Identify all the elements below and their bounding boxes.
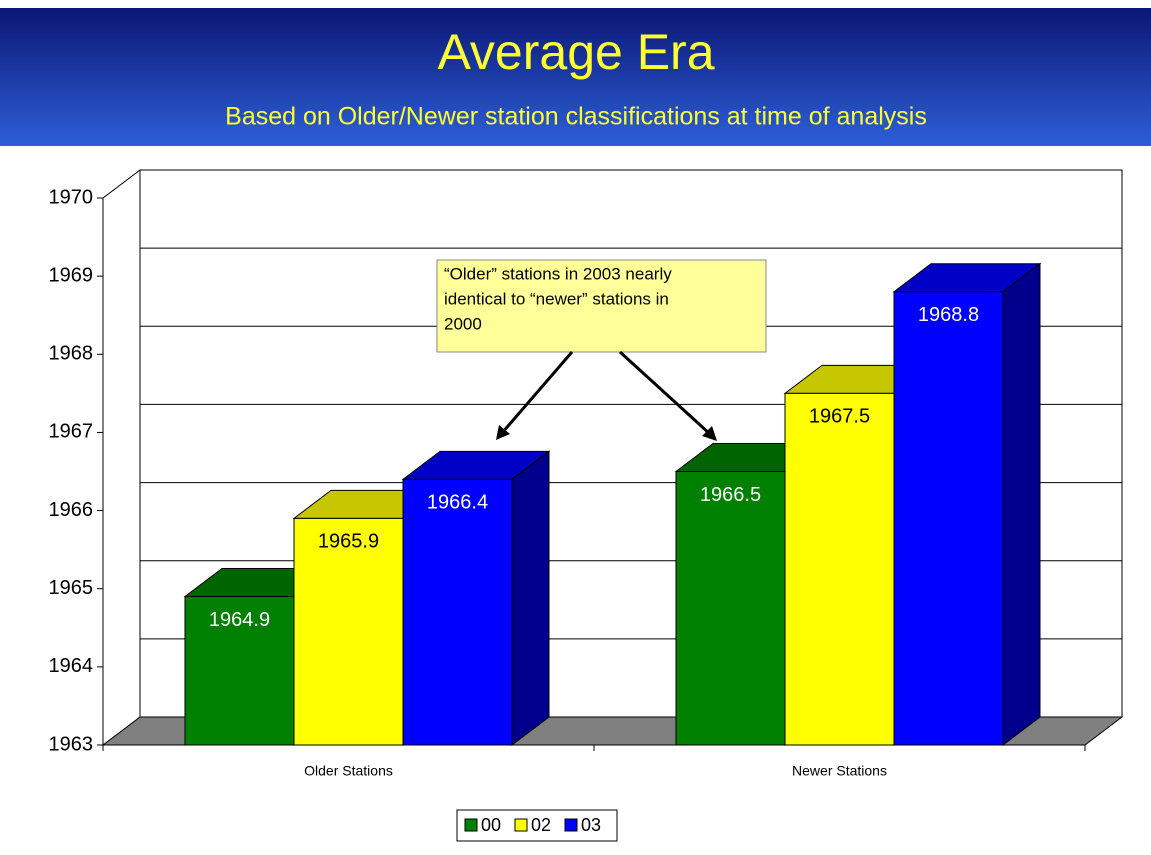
annotation-text: 2000 [444,314,482,333]
y-tick-label: 1964 [49,655,94,677]
legend-label: 02 [531,815,551,835]
y-tick-label: 1970 [49,186,94,208]
value-label: 1965.9 [318,531,379,553]
y-tick-label: 1966 [49,499,94,521]
bar [402,478,513,746]
x-tick-label: Older Stations [304,763,393,779]
value-label: 1966.5 [700,484,761,506]
legend-label: 03 [581,815,601,835]
bar [893,291,1004,746]
legend-label: 00 [481,815,501,835]
y-tick-label: 1963 [49,733,94,755]
annotation: “Older” stations in 2003 nearly identical… [436,259,767,441]
legend-box [456,809,618,842]
annotation-text: identical to “newer” stations in [444,289,669,308]
annotation-box [436,259,767,353]
side-edge [102,169,141,199]
bar-side [1002,262,1041,747]
bar-side [511,450,550,747]
bar [784,392,895,746]
value-label: 1964.9 [209,609,270,631]
bar [293,517,404,746]
legend-swatch [564,818,578,832]
chart-subtitle: Based on Older/Newer station classificat… [225,103,927,131]
annotation-text: “Older” stations in 2003 nearly [444,264,672,283]
value-label: 1967.5 [809,406,870,428]
bar [184,596,295,746]
y-tick-label: 1969 [49,264,94,286]
arrow [500,351,574,434]
chart-title: Average Era [437,24,714,80]
arrow-head [702,426,717,441]
value-label: 1966.4 [427,492,488,514]
y-tick-label: 1967 [49,421,94,443]
arrow-head [496,425,510,440]
y-tick-label: 1968 [49,343,94,365]
header-band [0,8,1151,146]
value-label: 1968.8 [918,304,979,326]
legend-swatch [514,818,528,832]
y-tick-label: 1965 [49,577,94,599]
arrow [618,350,712,436]
x-tick-label: Newer Stations [792,763,887,779]
bar [675,471,786,746]
legend-swatch [464,818,478,832]
